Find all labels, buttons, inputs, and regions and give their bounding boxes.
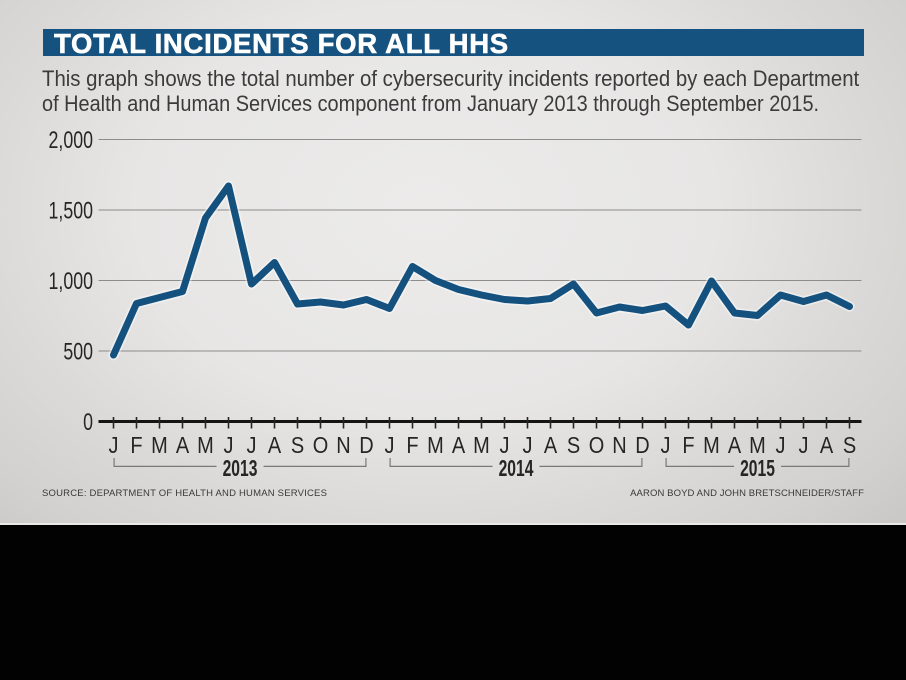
svg-text:2015: 2015 — [740, 456, 775, 482]
svg-text:S: S — [843, 431, 856, 458]
svg-text:J: J — [799, 431, 809, 458]
svg-text:2013: 2013 — [223, 456, 258, 482]
svg-text:J: J — [523, 431, 533, 458]
svg-text:S: S — [567, 431, 580, 458]
svg-text:M: M — [427, 431, 444, 458]
svg-text:1,500: 1,500 — [49, 198, 93, 224]
svg-text:D: D — [635, 431, 649, 458]
svg-text:A: A — [728, 431, 742, 458]
svg-text:N: N — [336, 431, 350, 458]
svg-text:S: S — [291, 431, 304, 458]
svg-text:M: M — [749, 431, 766, 458]
svg-text:F: F — [130, 431, 142, 458]
svg-text:F: F — [406, 431, 418, 458]
svg-text:A: A — [176, 431, 190, 458]
svg-text:A: A — [820, 431, 834, 458]
svg-text:M: M — [703, 431, 720, 458]
svg-text:J: J — [661, 431, 671, 458]
svg-text:O: O — [313, 431, 329, 458]
svg-text:M: M — [473, 431, 490, 458]
svg-text:2,000: 2,000 — [49, 128, 93, 154]
svg-text:J: J — [109, 431, 119, 458]
svg-text:J: J — [385, 431, 395, 458]
svg-text:1,000: 1,000 — [49, 269, 93, 295]
svg-text:M: M — [151, 431, 168, 458]
svg-text:J: J — [500, 431, 510, 458]
svg-text:A: A — [452, 431, 466, 458]
svg-text:J: J — [776, 431, 786, 458]
svg-text:A: A — [268, 431, 282, 458]
svg-text:F: F — [682, 431, 694, 458]
svg-text:A: A — [544, 431, 558, 458]
svg-text:0: 0 — [83, 410, 93, 436]
svg-text:2014: 2014 — [499, 456, 534, 482]
svg-text:N: N — [612, 431, 626, 458]
svg-text:J: J — [247, 431, 257, 458]
svg-text:M: M — [197, 431, 214, 458]
svg-text:J: J — [224, 431, 234, 458]
svg-text:D: D — [359, 431, 373, 458]
svg-text:O: O — [589, 431, 605, 458]
svg-text:500: 500 — [63, 339, 93, 365]
